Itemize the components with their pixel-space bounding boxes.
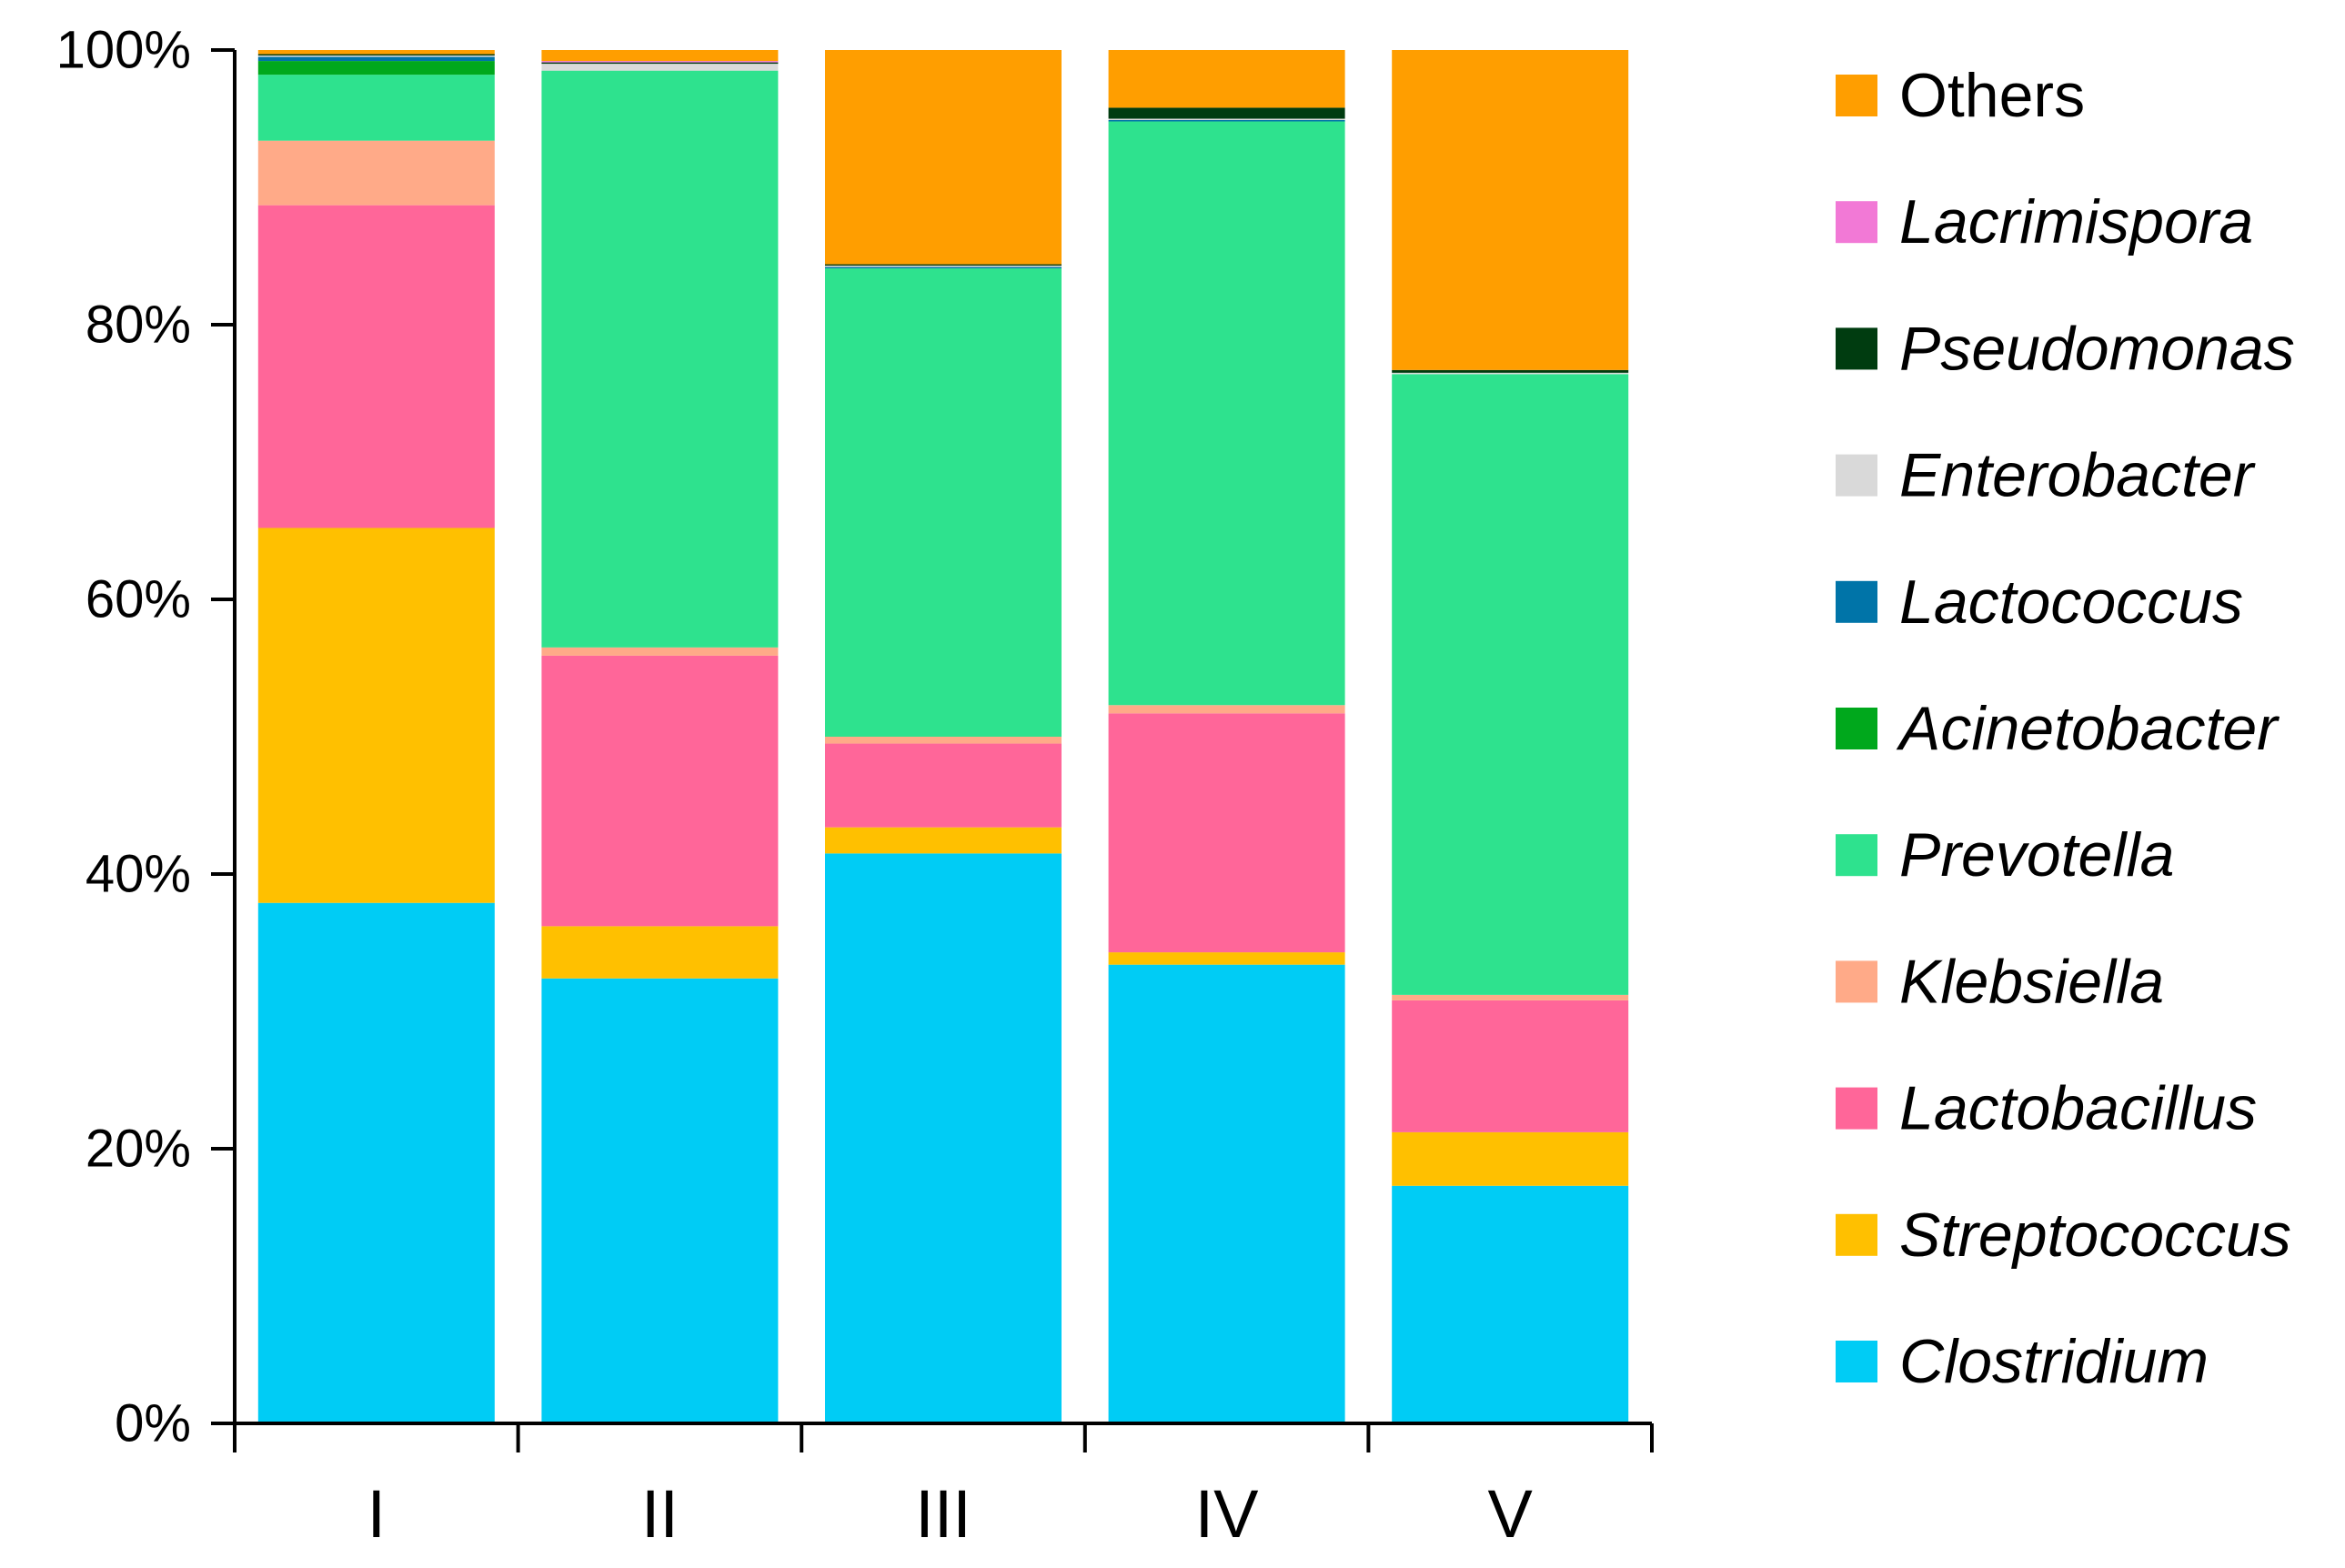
bar-iv-prevotella[interactable] (1108, 121, 1345, 706)
legend-item-klebsiella[interactable]: Klebsiella (1836, 947, 2164, 1016)
x-category-label: I (367, 1476, 387, 1552)
bar-i-lactobacillus[interactable] (257, 205, 495, 528)
x-axis-labels: I II III IV V (367, 1476, 1534, 1552)
legend-item-lactobacillus[interactable]: Lactobacillus (1836, 1074, 2257, 1143)
legend-label: Others (1899, 61, 2085, 130)
bar-v-others[interactable] (1392, 50, 1629, 370)
bar-iii-klebsiella[interactable] (825, 737, 1062, 744)
x-category-label: III (915, 1476, 971, 1552)
bar-iv-enterobacter[interactable] (1108, 118, 1345, 121)
legend-swatch (1836, 201, 1877, 244)
legend-label: Lactococcus (1899, 568, 2243, 637)
legend-label: Lactobacillus (1899, 1074, 2257, 1143)
bar-i-pseudomonas[interactable] (257, 54, 495, 56)
bar-iii-lactobacillus[interactable] (825, 743, 1062, 828)
bar-i-enterobacter[interactable] (257, 55, 495, 57)
bar-v-prevotella[interactable] (1392, 374, 1629, 995)
bar-ii-klebsiella[interactable] (541, 647, 779, 656)
bar-v-streptococcus[interactable] (1392, 1131, 1629, 1186)
legend-item-lactococcus[interactable]: Lactococcus (1836, 568, 2243, 637)
x-category-label: IV (1195, 1476, 1260, 1552)
bar-i-prevotella[interactable] (257, 75, 495, 141)
legend-item-enterobacter[interactable]: Enterobacter (1836, 441, 2256, 510)
legend-swatch (1836, 327, 1877, 370)
legend-label: Pseudomonas (1899, 314, 2295, 383)
bar-v-enterobacter[interactable] (1392, 372, 1629, 375)
bar-ii-pseudomonas[interactable] (541, 62, 779, 65)
legend-swatch (1836, 580, 1877, 623)
legend-label: Lacrimispora (1899, 187, 2253, 256)
bar-ii-enterobacter[interactable] (541, 64, 779, 71)
legend-swatch (1836, 1087, 1877, 1130)
legend-item-others[interactable]: Others (1836, 61, 2085, 130)
bar-segments (257, 50, 1629, 1423)
bar-ii-streptococcus[interactable] (541, 926, 779, 979)
bar-ii-others[interactable] (541, 50, 779, 62)
legend-swatch (1836, 1213, 1877, 1256)
legend-label: Acinetobacter (1896, 694, 2280, 763)
bar-iii-others[interactable] (825, 50, 1062, 265)
bar-iv-clostridium[interactable] (1108, 964, 1345, 1423)
bar-v-clostridium[interactable] (1392, 1185, 1629, 1423)
legend-label: Prevotella (1899, 820, 2174, 890)
bar-iv-streptococcus[interactable] (1108, 952, 1345, 965)
bar-v-klebsiella[interactable] (1392, 994, 1629, 1000)
legend-item-lacrimispora[interactable]: Lacrimispora (1836, 187, 2253, 256)
legend-item-acinetobacter[interactable]: Acinetobacter (1836, 694, 2280, 763)
y-tick-label: 100% (56, 21, 191, 80)
bar-i-lactococcus[interactable] (257, 56, 495, 62)
bar-iii-clostridium[interactable] (825, 853, 1062, 1423)
legend[interactable]: Others Lacrimispora Pseudomonas Enterobacte… (1836, 61, 2295, 1396)
y-tick-label: 40% (86, 845, 191, 904)
bar-ii-lactobacillus[interactable] (541, 655, 779, 927)
bar-iv-lactococcus[interactable] (1108, 120, 1345, 122)
bar-v-lactobacillus[interactable] (1392, 1000, 1629, 1132)
bar-ii-clostridium[interactable] (541, 978, 779, 1423)
legend-item-streptococcus[interactable]: Streptococcus (1836, 1201, 2291, 1270)
y-axis-ticks: 0% 20% 40% 60% 80% 100% (56, 21, 235, 1453)
legend-label: Clostridium (1899, 1327, 2209, 1396)
bar-iii-prevotella[interactable] (825, 268, 1062, 738)
bar-iv-pseudomonas[interactable] (1108, 107, 1345, 119)
bar-iv-klebsiella[interactable] (1108, 705, 1345, 714)
legend-swatch (1836, 960, 1877, 1003)
legend-item-prevotella[interactable]: Prevotella (1836, 820, 2174, 890)
bar-i-clostridium[interactable] (257, 902, 495, 1423)
y-tick-label: 60% (86, 570, 191, 629)
legend-label: Streptococcus (1899, 1201, 2291, 1270)
bar-iv-others[interactable] (1108, 50, 1345, 108)
y-tick-label: 20% (86, 1120, 191, 1179)
x-category-label: V (1488, 1476, 1534, 1552)
legend-label: Enterobacter (1899, 441, 2256, 510)
bar-i-others[interactable] (257, 50, 495, 55)
legend-item-clostridium[interactable]: Clostridium (1836, 1327, 2209, 1396)
bar-iv-lactobacillus[interactable] (1108, 713, 1345, 953)
axes (233, 50, 1654, 1452)
bar-iii-lactococcus[interactable] (825, 266, 1062, 269)
legend-swatch (1836, 454, 1877, 497)
bar-ii-prevotella[interactable] (541, 70, 779, 648)
legend-swatch (1836, 708, 1877, 749)
bar-v-pseudomonas[interactable] (1392, 369, 1629, 373)
legend-label: Klebsiella (1899, 947, 2164, 1016)
bar-iii-streptococcus[interactable] (825, 827, 1062, 854)
legend-swatch (1836, 75, 1877, 116)
x-category-label: II (641, 1476, 679, 1552)
bar-iii-enterobacter[interactable] (825, 266, 1062, 267)
bar-i-klebsiella[interactable] (257, 140, 495, 206)
bar-iii-pseudomonas[interactable] (825, 264, 1062, 266)
legend-swatch (1836, 1341, 1877, 1382)
legend-item-pseudomonas[interactable]: Pseudomonas (1836, 314, 2295, 383)
y-tick-label: 80% (86, 296, 191, 355)
bar-ii-lacrimispora[interactable] (541, 61, 779, 63)
legend-swatch (1836, 834, 1877, 877)
y-tick-label: 0% (115, 1394, 191, 1453)
bar-i-acinetobacter[interactable] (257, 61, 495, 75)
bar-i-streptococcus[interactable] (257, 528, 495, 903)
